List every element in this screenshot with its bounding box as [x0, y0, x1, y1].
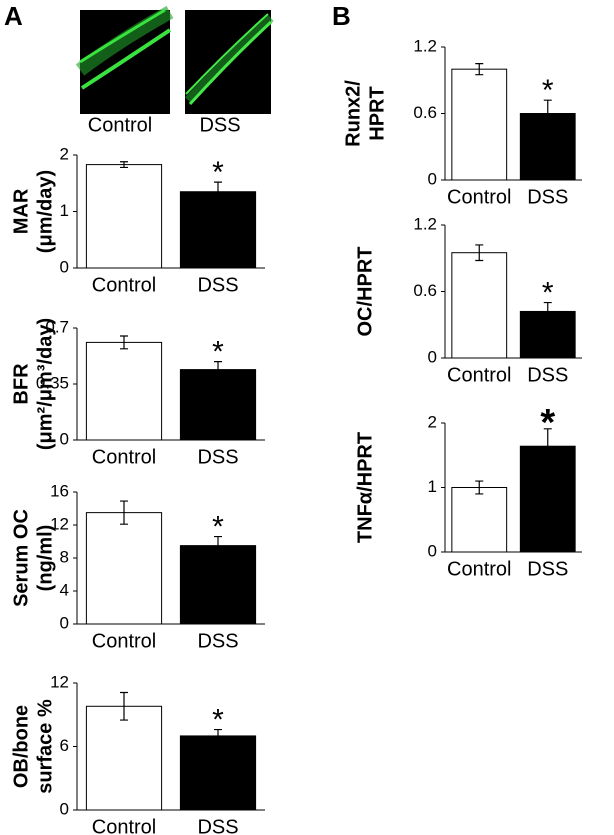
x-tick-label: Control: [92, 274, 156, 296]
y-tick-label: 0: [428, 169, 437, 188]
y-tick-label: 4: [60, 580, 69, 599]
error-bar: [475, 63, 484, 76]
error-bar: [475, 244, 484, 262]
y-tick-label: 16: [50, 481, 69, 500]
error-bar: [543, 428, 552, 465]
bar: [179, 191, 257, 269]
x-tick-label: DSS: [527, 186, 568, 208]
y-axis-label: (μm²/μm³/day): [34, 318, 56, 450]
x-tick-label: DSS: [527, 558, 568, 580]
bar: [451, 252, 508, 359]
significance-mark: *: [212, 510, 224, 543]
x-tick-label: Control: [447, 364, 511, 386]
error-bar: [214, 535, 222, 556]
x-tick-label: DSS: [197, 630, 238, 652]
x-tick-label: Control: [92, 446, 156, 468]
significance-mark: *: [542, 74, 554, 107]
y-axis-label: (μm/day): [34, 170, 56, 253]
bar: [179, 369, 257, 441]
significance-mark: *: [212, 703, 224, 736]
y-axis-label: Runx2/: [342, 80, 364, 147]
y-tick-label: 1.2: [413, 214, 437, 233]
y-axis-label: TNFα/HPRT: [354, 432, 376, 543]
x-tick-label: DSS: [197, 816, 238, 835]
y-tick-label: 6: [60, 736, 69, 755]
y-tick-label: 0: [60, 799, 69, 818]
micrograph: [185, 10, 274, 114]
significance-mark: *: [542, 277, 554, 310]
bar: [85, 512, 163, 625]
bar: [85, 705, 163, 811]
error-bar: [120, 161, 128, 169]
bar: [451, 68, 508, 181]
panel-label: B: [332, 1, 351, 31]
panel-label: A: [4, 1, 23, 31]
error-bar: [120, 335, 128, 350]
x-tick-label: Control: [447, 186, 511, 208]
y-axis-label: Serum OC: [10, 509, 32, 607]
y-tick-label: 0: [60, 429, 69, 448]
y-tick-label: 0.6: [413, 103, 437, 122]
error-bar: [475, 480, 484, 495]
y-tick-label: 0.35: [36, 373, 69, 392]
y-tick-label: 12: [50, 514, 69, 533]
y-tick-label: 1: [428, 477, 437, 496]
bar: [451, 487, 508, 553]
significance-mark: *: [212, 336, 224, 369]
image-caption: DSS: [199, 114, 240, 136]
error-bar: [120, 500, 128, 525]
x-tick-label: DSS: [197, 274, 238, 296]
significance-mark: *: [540, 402, 555, 444]
x-tick-label: Control: [92, 816, 156, 835]
micrograph: [75, 5, 174, 114]
y-tick-label: 8: [60, 547, 69, 566]
y-axis-label: surface %: [34, 699, 56, 794]
y-axis-label: OB/bone: [10, 705, 32, 788]
bar: [85, 341, 163, 441]
error-bar: [543, 301, 552, 321]
error-bar: [120, 691, 128, 721]
x-tick-label: DSS: [527, 364, 568, 386]
y-tick-label: 0.6: [413, 281, 437, 300]
error-bar: [543, 99, 552, 128]
y-axis-label: MAR: [10, 188, 32, 234]
y-tick-label: 0: [428, 347, 437, 366]
y-tick-label: 0: [60, 257, 69, 276]
y-axis-label: HPRT: [366, 86, 388, 140]
image-caption: Control: [88, 114, 152, 136]
y-axis-label: (ng/ml): [34, 525, 56, 592]
y-tick-label: 2: [428, 412, 437, 431]
error-bar: [214, 181, 222, 202]
error-bar: [214, 728, 222, 743]
error-bar: [214, 361, 222, 379]
x-tick-label: Control: [447, 558, 511, 580]
x-tick-label: DSS: [197, 446, 238, 468]
y-axis-label: OC/HPRT: [354, 247, 376, 337]
y-tick-label: 0.7: [45, 317, 69, 336]
bar: [179, 735, 257, 811]
y-tick-label: 1: [60, 201, 69, 220]
y-tick-label: 2: [60, 144, 69, 163]
bar: [85, 164, 163, 269]
y-tick-label: 1.2: [413, 36, 437, 55]
bar: [179, 545, 257, 625]
y-axis-label: BFR: [10, 363, 32, 405]
y-tick-label: 0: [60, 613, 69, 632]
x-tick-label: Control: [92, 630, 156, 652]
y-tick-label: 0: [428, 541, 437, 560]
significance-mark: *: [212, 156, 224, 189]
y-tick-label: 12: [50, 672, 69, 691]
